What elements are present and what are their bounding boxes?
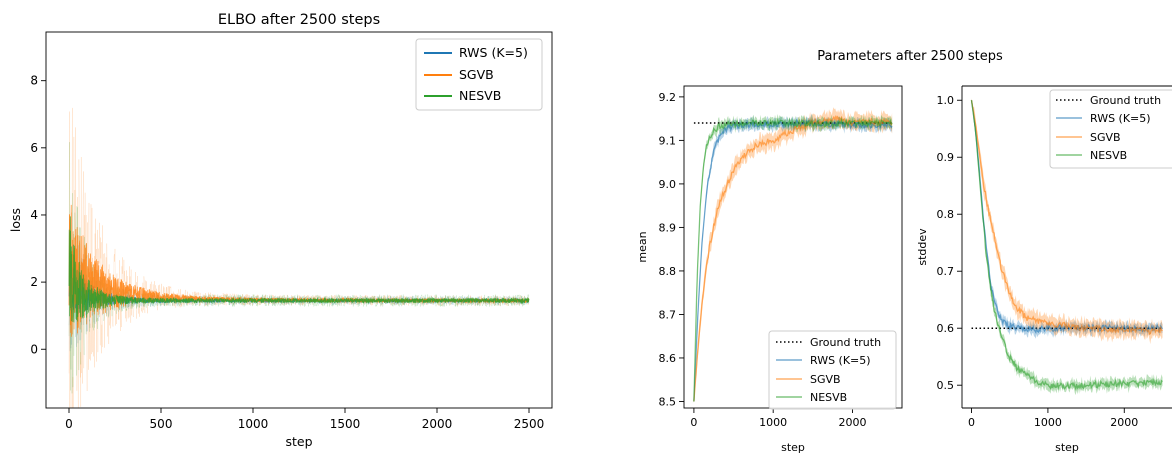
legend-box [768, 330, 897, 410]
legend-label-nesvb: NESVB [459, 88, 501, 103]
parameters-suptitle: Parameters after 2500 steps [817, 49, 1003, 64]
x-tick-label: 2000 [1110, 416, 1138, 429]
series-line-sgvb [693, 115, 893, 402]
x-tick-label: 1000 [238, 417, 269, 431]
chart-title: ELBO after 2500 steps [218, 12, 380, 28]
x-tick-label: 0 [65, 417, 73, 431]
legend-label-sgvb: SGVB [459, 67, 494, 82]
loss-series-lines [68, 204, 530, 337]
x-tick-label: 2500 [514, 417, 545, 431]
x-tick-label: 1500 [330, 417, 361, 431]
x-axis-label: step [1055, 441, 1079, 454]
x-axis-label: step [285, 434, 312, 449]
y-tick-label: 0.8 [937, 208, 955, 221]
legend-label-rws: RWS (K=5) [810, 354, 871, 367]
y-axis-label: stddev [916, 228, 929, 266]
legend-box [415, 38, 543, 111]
legend: Ground truth RWS (K=5) SGVB NESVB [768, 330, 897, 410]
y-tick-label: 8.8 [659, 265, 677, 278]
y-tick-label: 8.5 [659, 395, 677, 408]
series-line-nesvb [970, 100, 1163, 392]
legend-label-rws: RWS (K=5) [1090, 112, 1151, 125]
x-tick-label: 1000 [759, 416, 787, 429]
y-tick-label: 0.7 [937, 265, 955, 278]
legend: Ground truth RWS (K=5) SGVB NESVB [1049, 89, 1172, 169]
mean-series-lines [693, 115, 893, 402]
y-tick-label: 0.5 [937, 379, 955, 392]
y-tick-label: 6 [30, 141, 38, 155]
y-tick-label: 9.1 [659, 134, 677, 147]
y-axis-label: loss [8, 208, 23, 232]
series-line-sgvb [970, 100, 1163, 335]
elbo-panel: ELBO after 2500 steps 0 500 1000 1500 2000 25… [8, 12, 553, 449]
loss-line-nesvb [68, 216, 530, 323]
y-tick-label: 8.6 [659, 352, 677, 365]
stddev-series-lines [970, 100, 1164, 392]
y-axis-label: mean [636, 231, 649, 262]
x-tick-label: 2000 [838, 416, 866, 429]
loss-envelope-nesvb [68, 142, 530, 394]
legend-label-nesvb: NESVB [1090, 149, 1127, 162]
loss-envelope-sgvb [68, 107, 530, 408]
legend-label-ground-truth: Ground truth [1090, 94, 1161, 107]
x-tick-label: 0 [968, 416, 975, 429]
y-tick-label: 9.2 [659, 91, 677, 104]
y-tick-label: 2 [30, 275, 38, 289]
tick-group: 0 500 1000 1500 2000 2500 0 2 4 6 8 [30, 74, 544, 431]
legend-label-sgvb: SGVB [810, 373, 841, 386]
y-tick-label: 4 [30, 208, 38, 222]
x-axis-label: step [781, 441, 805, 454]
legend: RWS (K=5) SGVB NESVB [415, 38, 543, 111]
loss-envelope-rws [68, 230, 530, 352]
legend-label-rws: RWS (K=5) [459, 45, 528, 60]
y-tick-label: 8.7 [659, 308, 677, 321]
x-tick-label: 1000 [1034, 416, 1062, 429]
loss-line-sgvb [68, 204, 530, 337]
mean-panel: 0 1000 2000 8.5 8.6 8.7 8.8 8.9 9.0 9.1 9.2 step m… [636, 85, 903, 454]
tick-group: 0 1000 2000 0.5 0.6 0.7 0.8 0.9 1.0 [937, 94, 1139, 429]
legend-label-nesvb: NESVB [810, 391, 847, 404]
plot-frame [45, 31, 553, 409]
legend-box [1049, 89, 1172, 169]
x-tick-label: 0 [690, 416, 697, 429]
y-tick-label: 0.6 [937, 322, 955, 335]
loss-noise-band [68, 107, 530, 408]
series-line-nesvb [693, 117, 893, 402]
y-tick-label: 1.0 [937, 94, 955, 107]
y-tick-label: 8 [30, 74, 38, 88]
y-tick-label: 8.9 [659, 221, 677, 234]
y-tick-label: 9.0 [659, 178, 677, 191]
x-tick-label: 2000 [422, 417, 453, 431]
y-tick-label: 0.9 [937, 151, 955, 164]
tick-group: 0 1000 2000 8.5 8.6 8.7 8.8 8.9 9.0 9.1 9.2 [659, 91, 867, 429]
legend-label-sgvb: SGVB [1090, 131, 1121, 144]
legend-label-ground-truth: Ground truth [810, 336, 881, 349]
y-tick-label: 0 [30, 342, 38, 356]
x-tick-label: 500 [150, 417, 173, 431]
